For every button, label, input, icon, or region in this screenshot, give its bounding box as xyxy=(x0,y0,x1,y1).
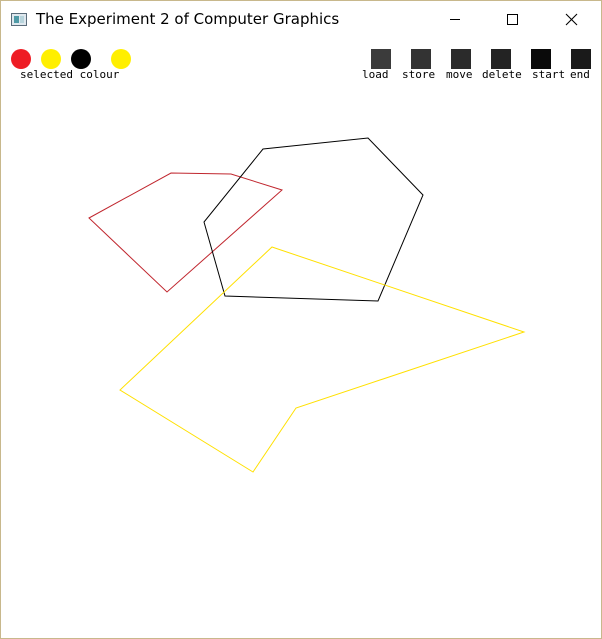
yellow-polygon xyxy=(119,246,526,473)
maximize-button[interactable] xyxy=(490,1,536,38)
title-bar[interactable]: The Experiment 2 of Computer Graphics xyxy=(1,1,601,38)
minimize-icon xyxy=(450,19,460,20)
move-label: move xyxy=(446,68,473,81)
delete-label: delete xyxy=(482,68,522,81)
selected-colour-indicator xyxy=(111,49,131,69)
start-label: start xyxy=(532,68,566,81)
start-button[interactable] xyxy=(531,49,551,69)
close-button[interactable] xyxy=(548,1,594,38)
store-button[interactable] xyxy=(411,49,431,69)
color-swatch-yellow[interactable] xyxy=(41,49,61,69)
app-icon xyxy=(11,13,27,26)
toolbar: selected colour load store move delete s… xyxy=(1,38,601,86)
color-swatch-red[interactable] xyxy=(11,49,31,69)
end-label: end xyxy=(570,68,590,81)
selected-colour-label: selected colour xyxy=(20,68,120,81)
move-button[interactable] xyxy=(451,49,471,69)
end-button[interactable] xyxy=(571,49,591,69)
load-button[interactable] xyxy=(371,49,391,69)
delete-button[interactable] xyxy=(491,49,511,69)
drawing-canvas[interactable] xyxy=(1,86,601,638)
red-polygon xyxy=(88,172,283,293)
maximize-icon xyxy=(507,14,518,25)
color-swatch-black[interactable] xyxy=(71,49,91,69)
black-polygon xyxy=(203,137,424,302)
store-label: store xyxy=(402,68,436,81)
window-title: The Experiment 2 of Computer Graphics xyxy=(36,10,340,28)
close-icon xyxy=(565,13,578,26)
minimize-button[interactable] xyxy=(432,1,478,38)
load-label: load xyxy=(362,68,389,81)
